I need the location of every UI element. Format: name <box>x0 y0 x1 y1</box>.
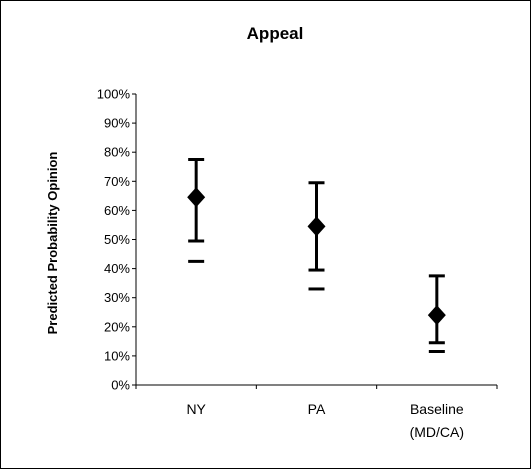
y-tick-label: 30% <box>104 290 130 305</box>
y-tick-label: 50% <box>104 232 130 247</box>
y-axis: 0% 10% 20% 30% 40% 50% 60% 70% 80% 90% 100% <box>97 87 137 393</box>
x-category-label: PA <box>308 401 326 417</box>
x-axis: NY PA Baseline (MD/CA) <box>135 384 498 440</box>
y-tick-label: 70% <box>104 174 130 189</box>
y-tick-label: 60% <box>104 203 130 218</box>
estimate-marker <box>427 305 446 326</box>
x-category-label: (MD/CA) <box>410 424 464 440</box>
y-tick-label: 0% <box>111 378 130 393</box>
x-category-label: NY <box>186 401 206 417</box>
y-tick-label: 100% <box>97 87 131 102</box>
y-tick-label: 90% <box>104 116 130 131</box>
estimate-marker <box>187 187 206 208</box>
chart-title: Appeal <box>247 24 304 43</box>
y-tick-label: 10% <box>104 348 130 363</box>
y-tick-label: 20% <box>104 319 130 334</box>
y-axis-label: Predicted Probability Opinion <box>45 152 60 335</box>
plot-area <box>187 157 446 354</box>
x-category-label: Baseline <box>410 401 464 417</box>
y-tick-label: 40% <box>104 261 130 276</box>
y-tick-label: 80% <box>104 145 130 160</box>
estimate-marker <box>307 216 326 237</box>
